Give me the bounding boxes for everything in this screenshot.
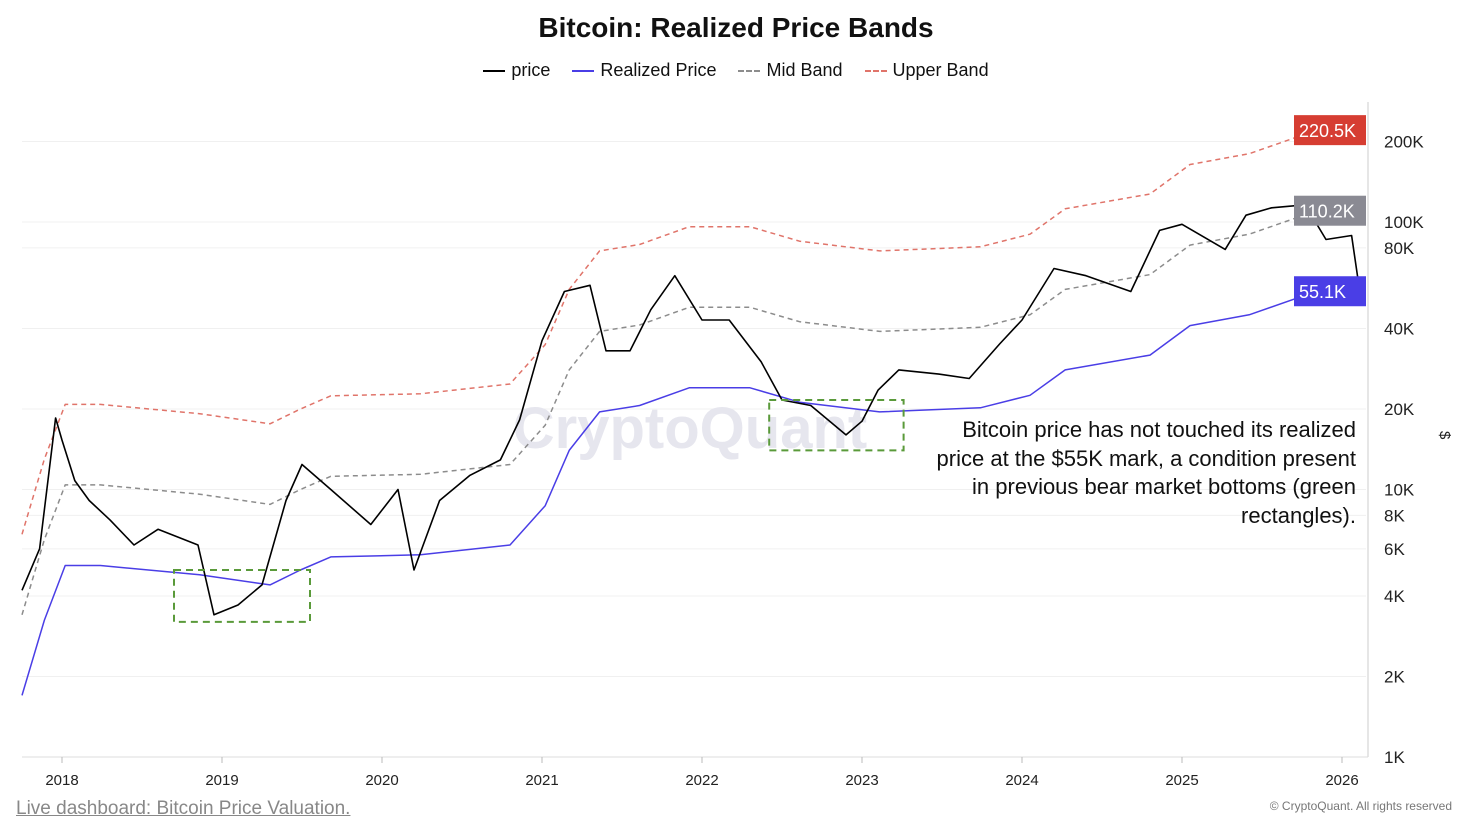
last-value-badge: 220.5K — [1294, 115, 1366, 146]
series-line-price — [21, 204, 1359, 616]
legend-swatch — [738, 69, 761, 72]
series-line-upper-band — [21, 129, 1359, 535]
x-tick-label: 2023 — [845, 772, 878, 789]
y-tick-label: 1K — [1384, 748, 1405, 767]
badge-label: 55.1K — [1299, 282, 1346, 302]
x-tick-label: 2024 — [1005, 772, 1038, 789]
legend-item-upper-band[interactable]: Upper Band — [864, 60, 989, 81]
y-tick-label: 2K — [1384, 667, 1405, 686]
badge-background — [1294, 115, 1366, 146]
legend-label: Upper Band — [892, 60, 989, 80]
y-tick-label: 100K — [1384, 213, 1424, 232]
watermark-logo: CryptoQuant — [513, 396, 867, 461]
y-tick-label: 8K — [1384, 506, 1405, 525]
legend-label: Mid Band — [766, 60, 843, 80]
dashboard-link[interactable]: Live dashboard: Bitcoin Price Valuation. — [16, 798, 351, 819]
legend: price Realized Price Mid Band Upper Band — [0, 60, 1472, 81]
y-tick-label: 200K — [1384, 132, 1424, 151]
x-tick-label: 2020 — [365, 772, 398, 789]
badge-label: 110.2K — [1299, 202, 1355, 222]
legend-item-mid-band[interactable]: Mid Band — [738, 60, 843, 81]
series-line-realized-price — [21, 291, 1359, 696]
x-tick-label: 2019 — [205, 772, 238, 789]
badge-background — [1294, 276, 1366, 307]
x-tick-label: 2022 — [685, 772, 718, 789]
y-tick-label: 80K — [1384, 239, 1415, 258]
legend-label: price — [511, 60, 551, 80]
legend-item-price[interactable]: price — [483, 60, 550, 81]
bear-bottom-rectangle — [173, 569, 311, 623]
y-tick-label: 40K — [1384, 319, 1415, 338]
x-tick-label: 2026 — [1325, 772, 1358, 789]
badge-background — [1294, 195, 1366, 226]
y-axis-label: $ — [1436, 431, 1453, 440]
bear-bottom-rectangle — [768, 399, 905, 452]
y-tick-label: 6K — [1384, 540, 1405, 559]
chart-title: Bitcoin: Realized Price Bands — [538, 12, 934, 43]
legend-swatch — [572, 69, 595, 72]
y-tick-label: 10K — [1384, 481, 1415, 500]
copyright: © CryptoQuant. All rights reserved — [1269, 799, 1452, 813]
x-tick-label: 2018 — [45, 772, 78, 789]
x-tick-label: 2025 — [1165, 772, 1198, 789]
x-tick-label: 2021 — [525, 772, 558, 789]
series-line-mid-band — [21, 209, 1359, 616]
annotation-text: Bitcoin price has not touched its realiz… — [936, 417, 1356, 528]
legend-swatch — [483, 69, 506, 72]
legend-item-realized-price[interactable]: Realized Price — [572, 60, 716, 81]
y-tick-label: 4K — [1384, 587, 1405, 606]
y-tick-label: 20K — [1384, 400, 1415, 419]
last-value-badge: 55.1K — [1294, 276, 1366, 307]
legend-swatch — [864, 69, 887, 72]
badge-label: 220.5K — [1299, 121, 1356, 141]
last-value-badge: 110.2K — [1294, 195, 1366, 226]
legend-label: Realized Price — [600, 60, 717, 80]
